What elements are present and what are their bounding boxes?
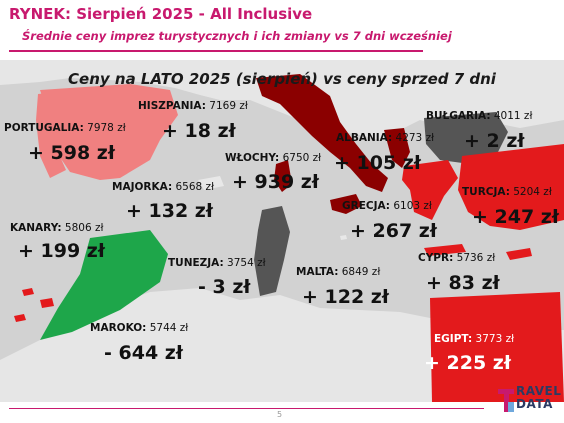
- change-cypr: + 83 zł: [426, 272, 500, 294]
- shape-kreta: [424, 244, 466, 256]
- footer-divider: [9, 408, 484, 409]
- price-value: 5744 zł: [149, 322, 189, 334]
- shape-egipt: [430, 292, 564, 402]
- country-name: CYPR:: [418, 252, 454, 264]
- shape-bulgaria: [424, 112, 508, 164]
- change-maroko: - 644 zł: [104, 342, 183, 364]
- shape-wlochy: [256, 74, 388, 192]
- map-panel: [0, 60, 564, 402]
- price-value: 7978 zł: [87, 122, 126, 134]
- label-egipt: EGIPT: 3773 zł: [434, 333, 514, 345]
- label-tunezja: TUNEZJA: 3754 zł: [168, 257, 266, 269]
- country-name: KANARY:: [10, 222, 62, 234]
- country-name: WŁOCHY:: [225, 152, 280, 164]
- price-value: 6568 zł: [175, 181, 215, 193]
- change-hiszpania: + 18 zł: [162, 120, 236, 142]
- shape-malta: [340, 235, 347, 240]
- shape-turcja: [458, 144, 564, 230]
- label-majorka: MAJORKA: 6568 zł: [112, 181, 214, 193]
- page-subtitle: Średnie ceny imprez turystycznych i ich …: [22, 29, 452, 43]
- travel-data-logo: RAVEL DATA: [494, 382, 562, 420]
- shape-sycylia: [330, 194, 362, 214]
- shape-kanary-2: [40, 298, 54, 308]
- change-albania: + 105 zł: [334, 152, 421, 174]
- label-portugalia: PORTUGALIA: 7978 zł: [4, 122, 126, 134]
- shape-tunezja: [254, 206, 290, 296]
- country-name: TUNEZJA:: [168, 257, 224, 269]
- price-value: 3773 zł: [475, 333, 515, 345]
- country-name: ALBANIA:: [336, 132, 393, 144]
- mediterranean-map: [0, 60, 564, 402]
- price-value: 6849 zł: [341, 266, 381, 278]
- label-cypr: CYPR: 5736 zł: [418, 252, 495, 264]
- change-majorka: + 132 zł: [126, 200, 213, 222]
- country-name: EGIPT:: [434, 333, 473, 345]
- shape-kanary-1: [22, 288, 34, 296]
- label-maroko: MAROKO: 5744 zł: [90, 322, 188, 334]
- change-grecja: + 267 zł: [350, 220, 437, 242]
- change-turcja: + 247 zł: [472, 206, 559, 228]
- label-hiszpania: HISZPANIA: 7169 zł: [138, 100, 248, 112]
- header-divider: [9, 50, 423, 52]
- country-name: MAJORKA:: [112, 181, 173, 193]
- country-name: MALTA:: [296, 266, 339, 278]
- country-name: TURCJA:: [462, 186, 510, 198]
- change-malta: + 122 zł: [302, 286, 389, 308]
- logo-text-top: RAVEL: [516, 384, 562, 398]
- label-albania: ALBANIA: 4273 zł: [336, 132, 434, 144]
- label-grecja: GRECJA: 6103 zł: [342, 200, 432, 212]
- shape-maroko: [40, 230, 168, 340]
- price-value: 6750 zł: [282, 152, 322, 164]
- shape-sardynia: [274, 160, 292, 192]
- change-portugalia: + 598 zł: [28, 142, 115, 164]
- country-name: GRECJA:: [342, 200, 391, 212]
- page-title: RYNEK: Sierpień 2025 - All Inclusive: [9, 5, 313, 23]
- price-value: 6103 zł: [393, 200, 432, 212]
- change-wlochy: + 939 zł: [232, 171, 319, 193]
- shape-majorka: [198, 176, 224, 190]
- price-value: 7169 zł: [209, 100, 248, 112]
- price-value: 3754 zł: [227, 257, 266, 269]
- price-value: 5806 zł: [64, 222, 104, 234]
- shape-kanary-3: [14, 314, 26, 322]
- country-name: BUŁGARIA:: [426, 110, 491, 122]
- shape-grecja: [402, 160, 458, 220]
- map-caption: Ceny na LATO 2025 (sierpień) vs ceny spr…: [68, 70, 496, 88]
- label-bulgaria: BUŁGARIA: 4011 zł: [426, 110, 532, 122]
- shape-albania: [384, 128, 410, 168]
- shape-portugalia: [36, 92, 66, 178]
- price-value: 4273 zł: [395, 132, 435, 144]
- label-turcja: TURCJA: 5204 zł: [462, 186, 552, 198]
- change-bulgaria: + 2 zł: [464, 130, 525, 152]
- shape-cypr: [506, 248, 532, 260]
- price-value: 4011 zł: [493, 110, 533, 122]
- label-kanary: KANARY: 5806 zł: [10, 222, 103, 234]
- label-wlochy: WŁOCHY: 6750 zł: [225, 152, 321, 164]
- shape-hiszpania: [40, 84, 178, 180]
- price-value: 5736 zł: [456, 252, 496, 264]
- page-number: 5: [277, 410, 283, 419]
- price-value: 5204 zł: [513, 186, 552, 198]
- logo-text-bottom: DATA: [516, 397, 553, 411]
- change-kanary: + 199 zł: [18, 240, 105, 262]
- change-tunezja: - 3 zł: [198, 276, 251, 298]
- country-name: MAROKO:: [90, 322, 147, 334]
- change-egipt: + 225 zł: [424, 352, 511, 374]
- africa-landmass: [0, 288, 564, 402]
- country-name: HISZPANIA:: [138, 100, 206, 112]
- logo-mark-icon: [498, 389, 514, 412]
- label-malta: MALTA: 6849 zł: [296, 266, 380, 278]
- country-name: PORTUGALIA:: [4, 122, 84, 134]
